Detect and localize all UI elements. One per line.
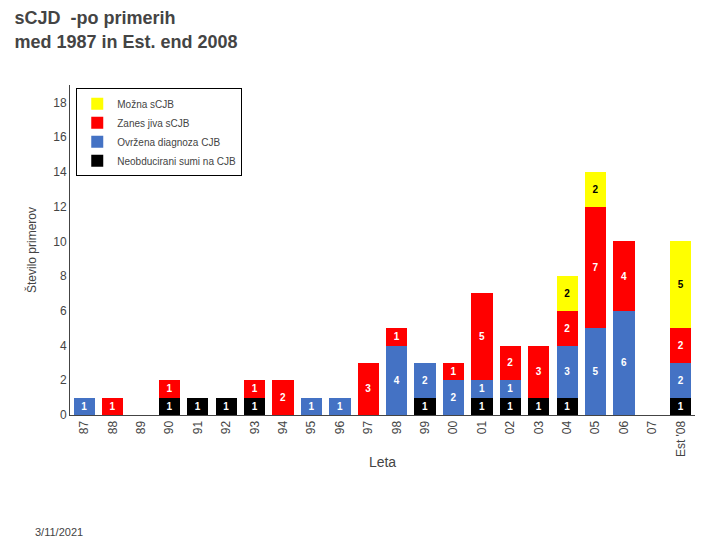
svg-text:01: 01 bbox=[475, 420, 489, 434]
svg-text:4: 4 bbox=[60, 339, 67, 353]
svg-text:4: 4 bbox=[621, 271, 627, 282]
svg-text:5: 5 bbox=[593, 366, 599, 377]
svg-text:3: 3 bbox=[536, 366, 542, 377]
svg-text:2: 2 bbox=[451, 392, 457, 403]
svg-text:1: 1 bbox=[479, 383, 485, 394]
svg-text:1: 1 bbox=[564, 401, 570, 412]
svg-text:1: 1 bbox=[678, 401, 684, 412]
svg-text:12: 12 bbox=[53, 200, 67, 214]
svg-text:90: 90 bbox=[162, 420, 176, 434]
svg-text:1: 1 bbox=[507, 383, 513, 394]
svg-text:05: 05 bbox=[588, 420, 602, 434]
svg-text:2: 2 bbox=[564, 288, 570, 299]
svg-text:16: 16 bbox=[53, 130, 67, 144]
svg-text:3: 3 bbox=[365, 383, 371, 394]
svg-text:2: 2 bbox=[678, 340, 684, 351]
svg-text:95: 95 bbox=[304, 420, 318, 434]
svg-text:5: 5 bbox=[678, 279, 684, 290]
svg-text:91: 91 bbox=[191, 420, 205, 434]
svg-text:1: 1 bbox=[337, 401, 343, 412]
svg-text:06: 06 bbox=[617, 420, 631, 434]
svg-text:02: 02 bbox=[503, 420, 517, 434]
svg-text:7: 7 bbox=[593, 262, 599, 273]
svg-text:1: 1 bbox=[451, 366, 457, 377]
svg-text:89: 89 bbox=[134, 420, 148, 434]
svg-text:98: 98 bbox=[390, 420, 404, 434]
svg-text:1: 1 bbox=[166, 401, 172, 412]
svg-text:99: 99 bbox=[418, 420, 432, 434]
svg-text:04: 04 bbox=[560, 420, 574, 434]
svg-text:3: 3 bbox=[564, 366, 570, 377]
svg-text:sCJD -po primerihmed 1987 in: sCJD -po primerihmed 1987 in Est. end 20… bbox=[14, 8, 237, 51]
svg-text:2: 2 bbox=[678, 375, 684, 386]
svg-text:6: 6 bbox=[621, 357, 627, 368]
svg-text:00: 00 bbox=[446, 420, 460, 434]
svg-text:5: 5 bbox=[479, 331, 485, 342]
svg-text:1: 1 bbox=[308, 401, 314, 412]
svg-text:1: 1 bbox=[507, 401, 513, 412]
svg-text:1: 1 bbox=[422, 401, 428, 412]
svg-text:1: 1 bbox=[252, 401, 258, 412]
svg-text:Est '08: Est '08 bbox=[674, 420, 688, 457]
svg-text:8: 8 bbox=[60, 269, 67, 283]
svg-text:2: 2 bbox=[422, 375, 428, 386]
svg-text:1: 1 bbox=[479, 401, 485, 412]
svg-text:Ovržena diagnoza CJB: Ovržena diagnoza CJB bbox=[117, 137, 220, 148]
svg-text:92: 92 bbox=[219, 420, 233, 434]
svg-text:2: 2 bbox=[564, 323, 570, 334]
svg-text:1: 1 bbox=[536, 401, 542, 412]
svg-text:2: 2 bbox=[507, 357, 513, 368]
svg-text:1: 1 bbox=[252, 383, 258, 394]
svg-text:Možna sCJB: Možna sCJB bbox=[117, 99, 174, 110]
svg-text:96: 96 bbox=[333, 420, 347, 434]
svg-text:03: 03 bbox=[532, 420, 546, 434]
svg-text:Zanes jiva sCJB: Zanes jiva sCJB bbox=[117, 118, 190, 129]
svg-text:87: 87 bbox=[77, 420, 91, 434]
svg-text:3/11/2021: 3/11/2021 bbox=[35, 526, 83, 538]
svg-text:1: 1 bbox=[394, 331, 400, 342]
svg-text:4: 4 bbox=[394, 375, 400, 386]
svg-text:2: 2 bbox=[60, 373, 67, 387]
svg-text:88: 88 bbox=[106, 420, 120, 434]
svg-text:1: 1 bbox=[166, 383, 172, 394]
svg-text:97: 97 bbox=[361, 420, 375, 434]
svg-text:10: 10 bbox=[53, 235, 67, 249]
svg-text:2: 2 bbox=[593, 184, 599, 195]
svg-text:1: 1 bbox=[110, 401, 116, 412]
svg-text:18: 18 bbox=[53, 96, 67, 110]
svg-text:07: 07 bbox=[645, 420, 659, 434]
svg-text:94: 94 bbox=[276, 420, 290, 434]
svg-text:1: 1 bbox=[223, 401, 229, 412]
svg-text:Število primerov: Število primerov bbox=[24, 207, 39, 293]
svg-text:1: 1 bbox=[195, 401, 201, 412]
svg-text:6: 6 bbox=[60, 304, 67, 318]
svg-text:93: 93 bbox=[248, 420, 262, 434]
svg-text:1: 1 bbox=[81, 401, 87, 412]
svg-text:14: 14 bbox=[53, 165, 67, 179]
svg-text:0: 0 bbox=[60, 408, 67, 422]
svg-text:2: 2 bbox=[280, 392, 286, 403]
svg-text:Neobducirani sumi na CJB: Neobducirani sumi na CJB bbox=[117, 156, 236, 167]
svg-text:Leta: Leta bbox=[369, 454, 396, 470]
